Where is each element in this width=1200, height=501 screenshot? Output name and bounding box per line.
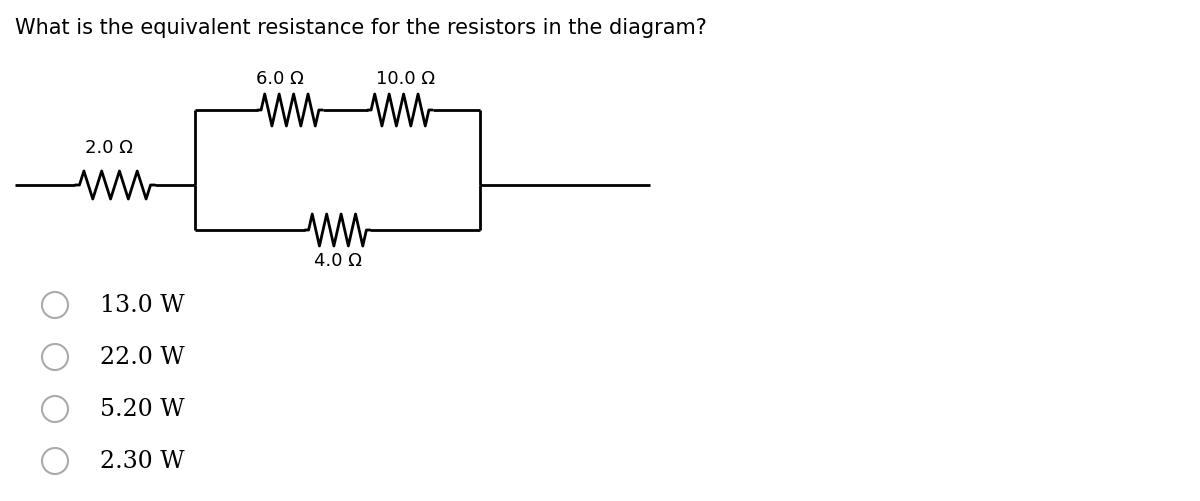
Text: 10.0 Ω: 10.0 Ω bbox=[376, 70, 434, 88]
Text: 2.0 Ω: 2.0 Ω bbox=[85, 139, 133, 157]
Text: 6.0 Ω: 6.0 Ω bbox=[256, 70, 304, 88]
Text: 22.0 W: 22.0 W bbox=[100, 346, 185, 369]
Text: 2.30 W: 2.30 W bbox=[100, 449, 185, 472]
Text: 4.0 Ω: 4.0 Ω bbox=[313, 252, 361, 270]
Text: 5.20 W: 5.20 W bbox=[100, 397, 185, 420]
Text: What is the equivalent resistance for the resistors in the diagram?: What is the equivalent resistance for th… bbox=[14, 18, 707, 38]
Text: 13.0 W: 13.0 W bbox=[100, 294, 185, 317]
